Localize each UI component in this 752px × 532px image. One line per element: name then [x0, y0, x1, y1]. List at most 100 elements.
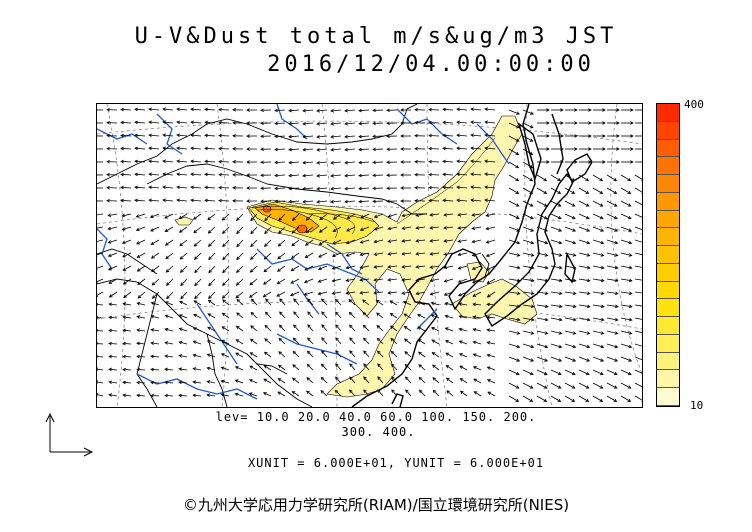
- wind-vector-head: [316, 108, 320, 113]
- wind-vector-head: [428, 159, 432, 164]
- wind-vector: [120, 187, 132, 189]
- wind-vector: [277, 278, 286, 285]
- wind-vector: [446, 377, 454, 384]
- wind-vector-head: [486, 353, 491, 358]
- wind-vector: [470, 108, 482, 111]
- wind-vector: [316, 148, 328, 151]
- wind-vector: [346, 226, 356, 232]
- wind-vector-head: [232, 147, 236, 151]
- wind-vector-head: [260, 121, 264, 126]
- wind-vector-head: [485, 253, 490, 257]
- wind-vector: [250, 325, 258, 332]
- wind-vector: [278, 351, 286, 358]
- wind-vector-head: [276, 293, 281, 297]
- wind-vector-head: [246, 199, 250, 203]
- wind-vector-head: [359, 252, 364, 257]
- wind-vector: [292, 391, 300, 397]
- wind-vector-head: [428, 198, 432, 203]
- wind-vector: [472, 213, 482, 216]
- wind-vector: [321, 298, 328, 306]
- wind-vector-head: [530, 228, 535, 232]
- wind-vector: [634, 265, 642, 268]
- wind-vector: [148, 121, 160, 124]
- wind-vector: [522, 291, 534, 294]
- wind-vector-head: [558, 253, 563, 257]
- wind-vector-head: [344, 186, 348, 191]
- wind-vector-head: [190, 120, 194, 125]
- wind-vector: [190, 121, 202, 124]
- wind-vector: [235, 379, 244, 384]
- wind-vector-head: [359, 291, 364, 295]
- wind-vector: [374, 226, 384, 230]
- wind-vector: [484, 134, 496, 137]
- wind-vector-head: [263, 281, 267, 285]
- wind-vector: [330, 174, 342, 177]
- wind-vector: [165, 315, 174, 319]
- wind-vector: [388, 239, 398, 242]
- wind-vector: [442, 186, 454, 189]
- wind-vector: [470, 173, 482, 176]
- wind-vector-head: [443, 239, 448, 243]
- wind-vector: [204, 173, 216, 176]
- wind-vector: [162, 134, 174, 137]
- wind-vector-head: [221, 339, 225, 344]
- wind-vector-head: [106, 107, 110, 112]
- wind-vector-head: [472, 293, 477, 297]
- wind-vector: [487, 291, 496, 298]
- wind-vector-head: [288, 186, 292, 191]
- wind-vector: [578, 252, 590, 256]
- wind-vector: [264, 213, 272, 221]
- wind-vector: [120, 135, 132, 137]
- wind-vector-head: [470, 198, 474, 203]
- wind-vector-head: [358, 147, 362, 152]
- wind-vector: [179, 341, 188, 345]
- wind-vector-head: [208, 295, 212, 299]
- wind-vector-head: [428, 146, 432, 151]
- wind-vector: [263, 378, 272, 384]
- wind-vector-head: [372, 173, 376, 178]
- wind-vector: [578, 174, 589, 182]
- wind-vector-head: [166, 282, 170, 286]
- wind-vector: [444, 226, 454, 229]
- wind-vector-head: [373, 239, 378, 244]
- wind-vector: [97, 381, 104, 384]
- wind-vector: [193, 226, 202, 234]
- wind-vector: [472, 265, 482, 270]
- wind-vector-head: [120, 185, 124, 190]
- wind-vector: [402, 213, 412, 217]
- wind-vector: [404, 338, 412, 345]
- wind-vector: [207, 381, 216, 384]
- wind-vector: [564, 382, 575, 389]
- wind-vector-head: [278, 324, 283, 329]
- wind-vector: [97, 394, 104, 397]
- wind-vector: [208, 226, 216, 234]
- wind-vector: [178, 381, 188, 384]
- wind-vector: [372, 122, 384, 124]
- wind-vector-head: [515, 203, 520, 207]
- wind-vector: [522, 304, 534, 308]
- wind-vector: [122, 329, 132, 332]
- wind-vector-head: [164, 242, 169, 246]
- wind-vector: [592, 200, 603, 207]
- colorbar-swatch: [657, 192, 679, 211]
- wind-vector-head: [150, 255, 155, 259]
- wind-vector-head: [599, 398, 604, 402]
- wind-vector: [330, 161, 342, 164]
- wind-vector: [347, 213, 356, 219]
- wind-vector-head: [176, 120, 180, 125]
- wind-vector: [390, 313, 398, 319]
- wind-vector-head: [387, 252, 392, 256]
- wind-vector: [522, 278, 534, 282]
- wind-vector: [550, 265, 562, 269]
- wind-vector: [306, 390, 314, 397]
- wind-vector-head: [444, 302, 449, 306]
- wind-vector-head: [628, 228, 633, 232]
- wind-vector: [606, 356, 618, 362]
- wind-vector-head: [543, 190, 548, 194]
- wind-vector-head: [472, 302, 477, 307]
- wind-vector: [236, 325, 244, 332]
- wind-vector-head: [221, 312, 226, 317]
- wind-vector: [190, 160, 202, 163]
- wind-vector: [473, 303, 482, 306]
- wind-vector-head: [442, 107, 446, 112]
